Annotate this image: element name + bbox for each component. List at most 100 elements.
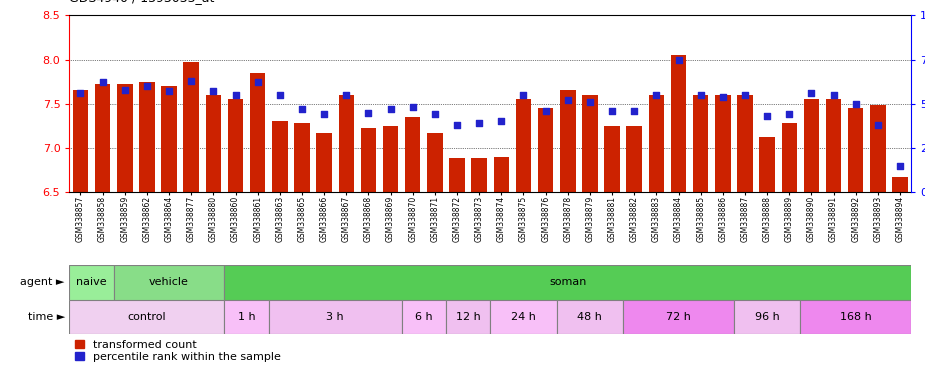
Point — [715, 94, 730, 100]
Point — [272, 92, 287, 98]
Bar — [69, 300, 225, 334]
Bar — [183, 62, 199, 192]
Text: 6 h: 6 h — [415, 312, 433, 322]
Bar — [800, 300, 911, 334]
Point — [848, 101, 863, 107]
Bar — [250, 73, 265, 192]
Point — [316, 111, 331, 118]
Text: soman: soman — [549, 277, 586, 287]
Text: 72 h: 72 h — [666, 312, 691, 322]
Bar — [582, 95, 598, 192]
Point — [649, 92, 664, 98]
Text: 96 h: 96 h — [755, 312, 780, 322]
Bar — [870, 106, 885, 192]
Point — [672, 56, 686, 63]
Point — [826, 92, 841, 98]
Bar — [427, 133, 443, 192]
Text: 3 h: 3 h — [327, 312, 344, 322]
Point — [627, 108, 642, 114]
Bar — [161, 86, 177, 192]
Point — [893, 162, 907, 169]
Bar — [225, 265, 911, 300]
Text: vehicle: vehicle — [149, 277, 189, 287]
Text: 48 h: 48 h — [577, 312, 602, 322]
Bar — [604, 126, 620, 192]
Text: 168 h: 168 h — [840, 312, 871, 322]
Bar — [494, 157, 509, 192]
Bar — [272, 121, 288, 192]
Point — [737, 92, 752, 98]
Point — [251, 79, 265, 86]
Text: GDS4940 / 1393033_at: GDS4940 / 1393033_at — [69, 0, 215, 4]
Bar — [848, 108, 864, 192]
Text: agent ►: agent ► — [20, 277, 65, 287]
Bar — [95, 84, 110, 192]
Point — [472, 120, 487, 126]
Bar — [623, 300, 734, 334]
Bar — [826, 99, 842, 192]
Bar — [693, 95, 709, 192]
Point — [870, 122, 885, 128]
Bar — [734, 300, 800, 334]
Text: 24 h: 24 h — [511, 312, 536, 322]
Point — [228, 92, 243, 98]
Text: 1 h: 1 h — [238, 312, 255, 322]
Bar — [316, 133, 332, 192]
Point — [494, 118, 509, 124]
Point — [95, 79, 110, 86]
Point — [538, 108, 553, 114]
Bar — [715, 95, 731, 192]
Bar — [737, 95, 753, 192]
Bar — [560, 90, 575, 192]
Bar — [73, 90, 88, 192]
Point — [184, 78, 199, 84]
Text: 12 h: 12 h — [456, 312, 480, 322]
Bar — [269, 300, 401, 334]
Point — [583, 99, 598, 105]
Bar — [228, 99, 243, 192]
Bar — [557, 300, 623, 334]
Point — [383, 106, 398, 112]
Point — [162, 88, 177, 94]
Bar — [450, 159, 464, 192]
Point — [804, 90, 819, 96]
Bar — [69, 265, 114, 300]
Point — [294, 106, 309, 112]
Point — [405, 104, 420, 110]
Bar — [205, 95, 221, 192]
Bar — [893, 177, 907, 192]
Point — [73, 90, 88, 96]
Bar — [472, 159, 487, 192]
Point — [339, 92, 353, 98]
Bar — [405, 117, 421, 192]
Point — [427, 111, 442, 118]
Point — [782, 111, 796, 118]
Bar — [114, 265, 225, 300]
Bar — [294, 123, 310, 192]
Bar — [401, 300, 446, 334]
Point — [206, 88, 221, 94]
Bar — [361, 128, 376, 192]
Bar — [537, 108, 553, 192]
Bar — [759, 137, 775, 192]
Point — [516, 92, 531, 98]
Bar — [446, 300, 490, 334]
Bar — [339, 95, 354, 192]
Bar — [490, 300, 557, 334]
Bar — [648, 95, 664, 192]
Text: control: control — [128, 312, 166, 322]
Point — [759, 113, 774, 119]
Bar — [117, 84, 132, 192]
Legend: transformed count, percentile rank within the sample: transformed count, percentile rank withi… — [75, 339, 280, 362]
Text: naive: naive — [76, 277, 107, 287]
Point — [605, 108, 620, 114]
Point — [117, 86, 132, 93]
Bar — [782, 123, 797, 192]
Text: time ►: time ► — [28, 312, 65, 322]
Bar — [671, 55, 686, 192]
Bar — [516, 99, 531, 192]
Bar — [225, 300, 269, 334]
Bar — [383, 126, 399, 192]
Point — [561, 97, 575, 103]
Point — [361, 109, 376, 116]
